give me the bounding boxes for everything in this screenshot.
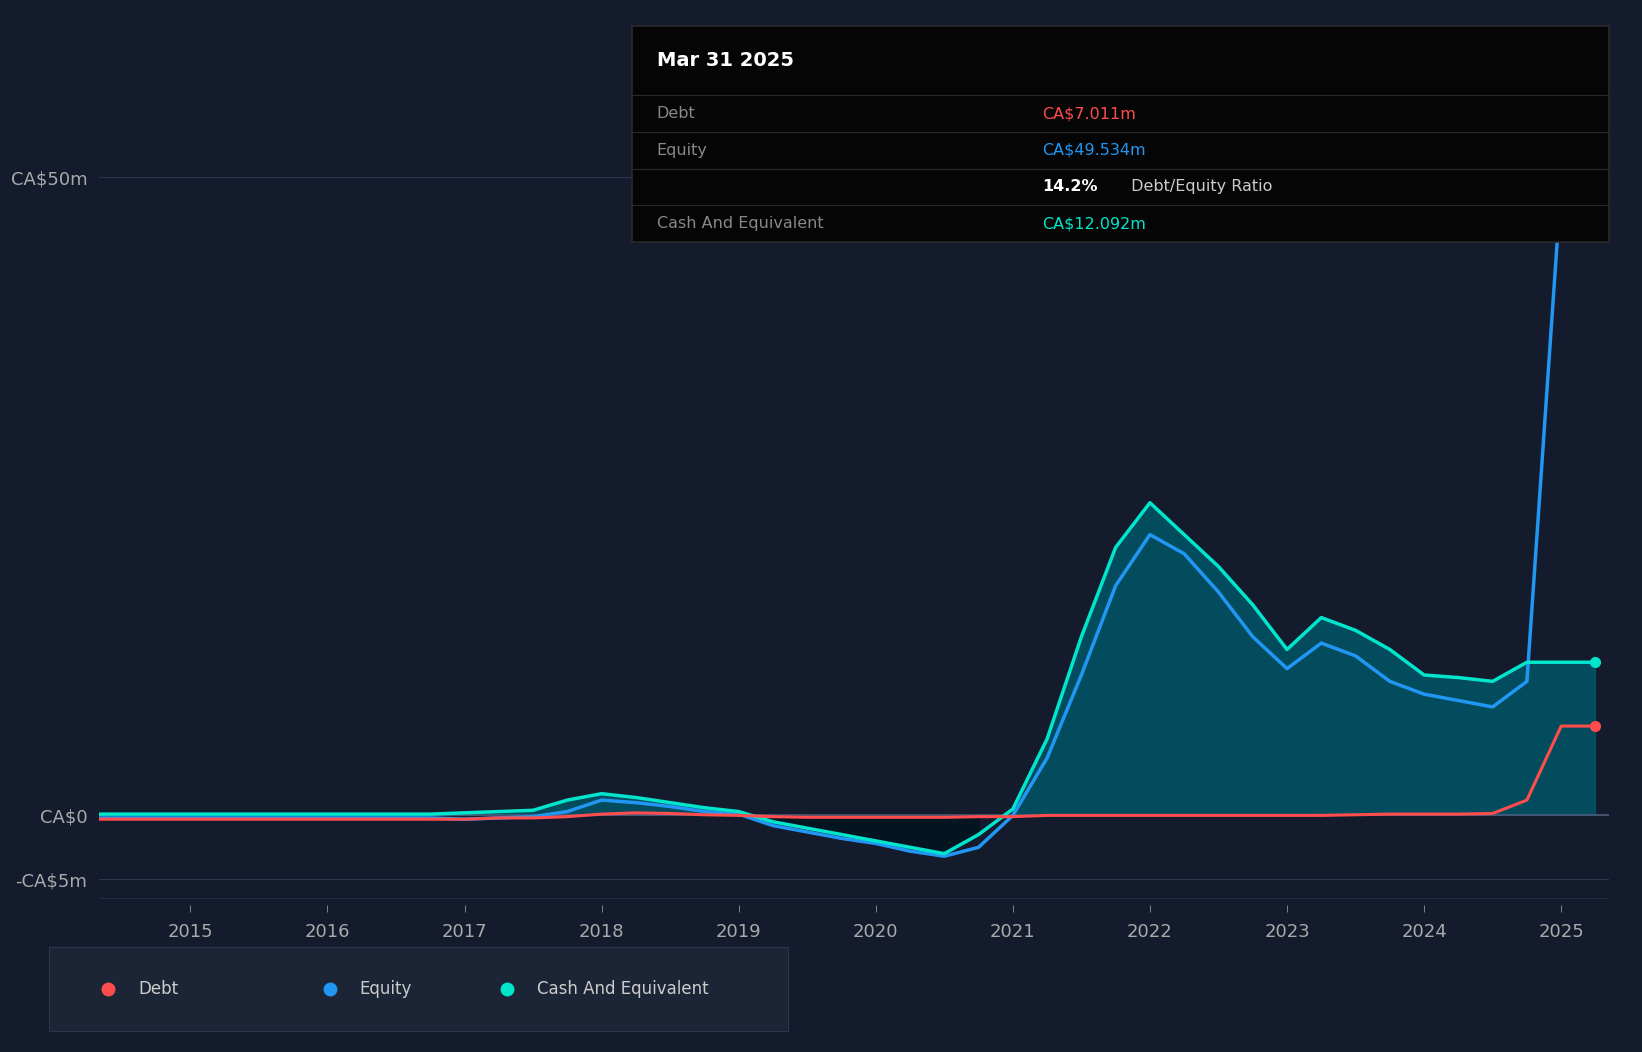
Text: Equity: Equity <box>360 979 412 998</box>
Text: Mar 31 2025: Mar 31 2025 <box>657 52 793 70</box>
Text: Debt: Debt <box>657 106 695 121</box>
Text: Cash And Equivalent: Cash And Equivalent <box>657 216 823 231</box>
Text: CA$49.534m: CA$49.534m <box>1043 143 1146 158</box>
Text: CA$12.092m: CA$12.092m <box>1043 216 1146 231</box>
Text: Cash And Equivalent: Cash And Equivalent <box>537 979 709 998</box>
Text: Debt/Equity Ratio: Debt/Equity Ratio <box>1125 180 1273 195</box>
Text: Equity: Equity <box>657 143 708 158</box>
Text: CA$7.011m: CA$7.011m <box>1043 106 1136 121</box>
Text: Debt: Debt <box>138 979 177 998</box>
Text: 14.2%: 14.2% <box>1043 180 1098 195</box>
